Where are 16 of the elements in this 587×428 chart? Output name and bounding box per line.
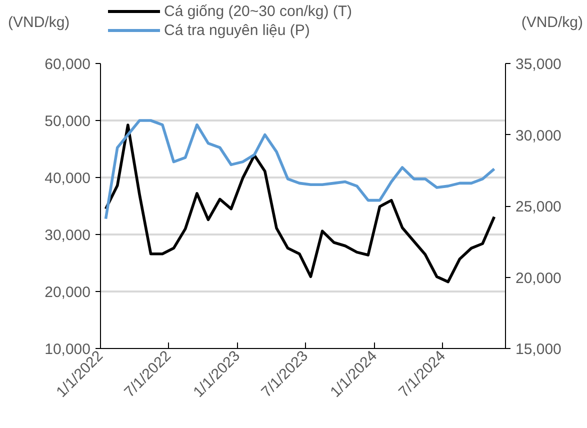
y-tick-label: 50,000 bbox=[44, 113, 91, 130]
y2-tick-label: 20,000 bbox=[516, 270, 562, 287]
y-tick-label: 30,000 bbox=[44, 227, 91, 244]
y2-axis-title: (VND/kg) bbox=[521, 13, 583, 33]
y-tick-label: 60,000 bbox=[44, 56, 91, 73]
y2-tick-label: 35,000 bbox=[516, 56, 562, 73]
line-series bbox=[104, 119, 496, 220]
y2-tick-label: 25,000 bbox=[516, 198, 562, 216]
legend-label: Cá tra nguyên liệu (P) bbox=[164, 20, 310, 41]
y-axis-title: (VND/kg) bbox=[8, 13, 70, 33]
y-tick-label: 20,000 bbox=[44, 284, 91, 301]
y2-tick-label: 30,000 bbox=[516, 127, 562, 144]
legend-label: Cá giống (20~30 con/kg) (T) bbox=[164, 2, 352, 22]
y2-tick-label: 15,000 bbox=[516, 341, 562, 358]
y-tick-label: 40,000 bbox=[44, 170, 91, 187]
line-series bbox=[104, 124, 496, 284]
